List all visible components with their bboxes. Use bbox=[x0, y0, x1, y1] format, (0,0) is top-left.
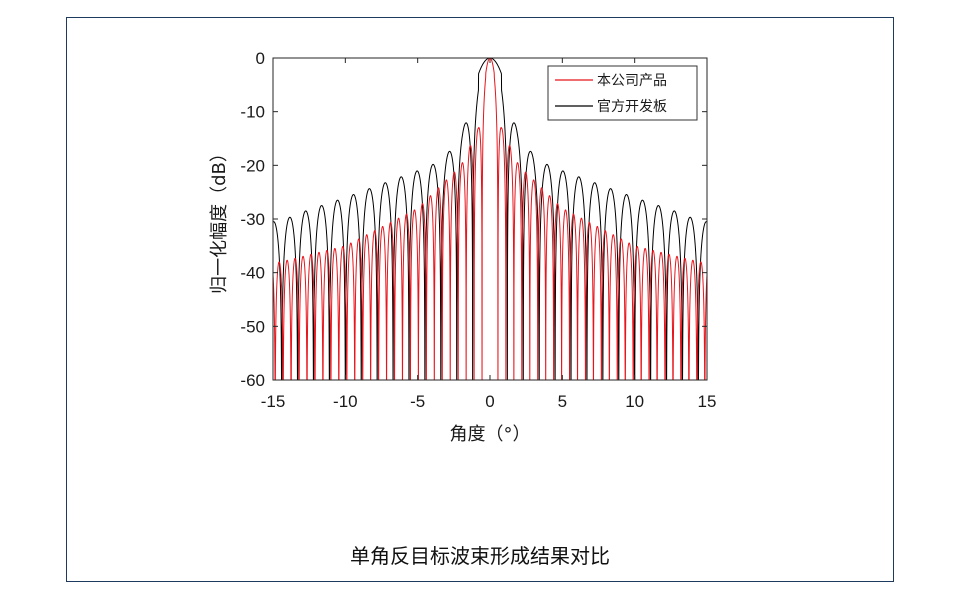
y-tick-label: -10 bbox=[240, 103, 265, 122]
series-layer bbox=[273, 58, 707, 380]
y-tick-label: 0 bbox=[256, 49, 265, 68]
y-axis-label: 归一化幅度（dB） bbox=[209, 144, 230, 294]
figure-caption: 单角反目标波束形成结果对比 bbox=[350, 544, 610, 568]
x-tick-label: 15 bbox=[698, 392, 717, 411]
x-tick-label: -15 bbox=[261, 392, 286, 411]
x-tick-label: 10 bbox=[625, 392, 644, 411]
x-tick-label: -10 bbox=[333, 392, 358, 411]
series-company-line bbox=[273, 58, 707, 380]
y-tick-label: -30 bbox=[240, 210, 265, 229]
y-tick-label: -50 bbox=[240, 317, 265, 336]
legend-label-official: 官方开发板 bbox=[597, 99, 667, 115]
y-tick-label: -40 bbox=[240, 264, 265, 283]
y-tick-label: -20 bbox=[240, 156, 265, 175]
legend-label-company: 本公司产品 bbox=[597, 73, 667, 89]
x-tick-label: 5 bbox=[558, 392, 567, 411]
legend-box bbox=[547, 65, 698, 121]
y-tick-label: -60 bbox=[240, 371, 265, 390]
ticks-layer: -15 -10 -5 0 5 10 150-10-20-30-40-50-60 bbox=[240, 49, 716, 411]
legend: 本公司产品 官方开发板 bbox=[547, 65, 698, 121]
x-tick-label: 0 bbox=[485, 392, 494, 411]
x-tick-label: -5 bbox=[410, 392, 425, 411]
x-axis-label: 角度（°） bbox=[450, 424, 531, 445]
